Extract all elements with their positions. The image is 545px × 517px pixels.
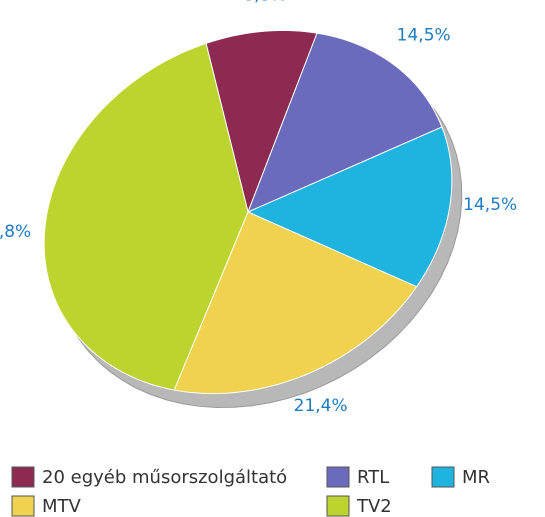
value-label: 8,8% [243, 0, 286, 5]
legend-label: RTL [357, 467, 389, 488]
value-label: 40,8% [0, 222, 31, 242]
legend-swatch [431, 466, 455, 488]
value-label: 14,5% [397, 26, 451, 46]
value-label: 21,4% [294, 396, 348, 416]
pie-slice [173, 211, 418, 395]
legend-label: MR [462, 467, 490, 488]
legend-swatch [11, 466, 35, 488]
pie-slice [246, 126, 453, 288]
pie-slice [43, 42, 249, 391]
value-label: 14,5% [463, 195, 517, 215]
pie [43, 29, 463, 408]
legend-swatch [326, 466, 350, 488]
legend-swatch [326, 495, 350, 517]
legend-label: MTV [42, 496, 82, 517]
pie-slice [205, 29, 318, 214]
legend-label: 20 egyéb műsorszolgáltató [42, 467, 287, 488]
pie-slice [247, 32, 443, 213]
legend: 20 egyéb műsorszolgáltató RTL MR MTV TV2 [11, 466, 490, 517]
legend-swatch [11, 495, 35, 517]
legend-label: TV2 [356, 496, 392, 517]
